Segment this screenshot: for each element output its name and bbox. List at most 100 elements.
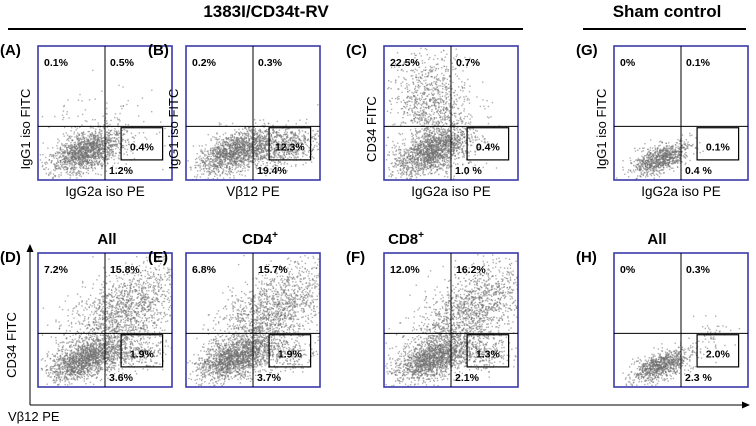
event-dot	[407, 160, 408, 161]
event-dot	[65, 146, 66, 147]
event-dot	[311, 161, 312, 162]
event-dot	[270, 162, 271, 163]
event-dot	[82, 148, 83, 149]
event-dot	[95, 142, 96, 143]
event-dot	[77, 128, 78, 129]
event-dot	[404, 171, 405, 172]
event-dot	[226, 167, 227, 168]
event-dot	[423, 174, 424, 175]
event-dot	[56, 168, 57, 169]
event-dot	[312, 136, 313, 137]
event-dot	[225, 159, 226, 160]
event-dot	[160, 121, 161, 122]
event-dot	[237, 145, 238, 146]
event-dot	[127, 149, 128, 150]
event-dot	[53, 157, 54, 158]
event-dot	[118, 147, 119, 148]
event-dot	[239, 153, 240, 154]
event-dot	[56, 162, 57, 163]
event-dot	[213, 153, 214, 154]
event-dot	[228, 139, 229, 140]
event-dot	[256, 133, 257, 134]
event-dot	[241, 174, 242, 175]
event-dot	[247, 131, 248, 132]
event-dot	[278, 163, 279, 164]
event-dot	[276, 132, 277, 133]
event-dot	[70, 142, 71, 143]
event-dot	[243, 158, 244, 159]
event-dot	[259, 145, 260, 146]
event-dot	[74, 152, 75, 153]
event-dot	[125, 140, 126, 141]
event-dot	[407, 156, 408, 157]
subheader-d: All	[97, 231, 116, 248]
panel-label: (B)	[148, 42, 169, 59]
event-dot	[434, 131, 435, 132]
event-dot	[416, 148, 417, 149]
event-dot	[98, 125, 99, 126]
event-dot	[223, 157, 224, 158]
event-dot	[123, 147, 124, 148]
event-dot	[454, 159, 455, 160]
event-dot	[61, 143, 62, 144]
event-dot	[230, 146, 231, 147]
event-dot	[248, 128, 249, 129]
event-dot	[103, 151, 104, 152]
event-dot	[271, 141, 272, 142]
event-dot	[66, 132, 67, 133]
event-dot	[108, 154, 109, 155]
event-dot	[70, 159, 71, 160]
event-dot	[62, 153, 63, 154]
event-dot	[217, 157, 218, 158]
event-dot	[277, 121, 278, 122]
event-dot	[409, 161, 410, 162]
event-dot	[400, 168, 401, 169]
y-axis-label: IgG1 iso FITC	[18, 89, 33, 170]
event-dot	[219, 163, 220, 164]
event-dot	[115, 140, 116, 141]
event-dot	[287, 163, 288, 164]
event-dot	[90, 151, 91, 152]
event-dot	[235, 152, 236, 153]
event-dot	[414, 161, 415, 162]
event-dot	[246, 141, 247, 142]
event-dot	[482, 136, 483, 137]
event-dot	[40, 159, 41, 160]
event-dot	[228, 155, 229, 156]
event-dot	[254, 158, 255, 159]
event-dot	[285, 139, 286, 140]
event-dot	[216, 143, 217, 144]
event-dot	[251, 129, 252, 130]
event-dot	[314, 145, 315, 146]
event-dot	[111, 138, 112, 139]
event-dot	[388, 167, 389, 168]
event-dot	[67, 157, 68, 158]
event-dot	[407, 169, 408, 170]
event-dot	[56, 155, 57, 156]
event-dot	[85, 158, 86, 159]
event-dot	[238, 166, 239, 167]
event-dot	[68, 159, 69, 160]
event-dot	[242, 133, 243, 134]
event-dot	[101, 133, 102, 134]
event-dot	[126, 104, 127, 105]
event-dot	[110, 120, 111, 121]
event-dot	[194, 176, 195, 177]
event-dot	[241, 150, 242, 151]
event-dot	[119, 133, 120, 134]
event-dot	[247, 141, 248, 142]
event-dot	[106, 138, 107, 139]
event-dot	[55, 153, 56, 154]
event-dot	[256, 139, 257, 140]
event-dot	[394, 162, 395, 163]
event-dot	[198, 157, 199, 158]
event-dot	[303, 139, 304, 140]
event-dot	[395, 177, 396, 178]
event-dot	[228, 171, 229, 172]
event-dot	[313, 158, 314, 159]
event-dot	[228, 163, 229, 164]
event-dot	[210, 150, 211, 151]
event-dot	[79, 150, 80, 151]
event-dot	[219, 124, 220, 125]
event-dot	[76, 138, 77, 139]
